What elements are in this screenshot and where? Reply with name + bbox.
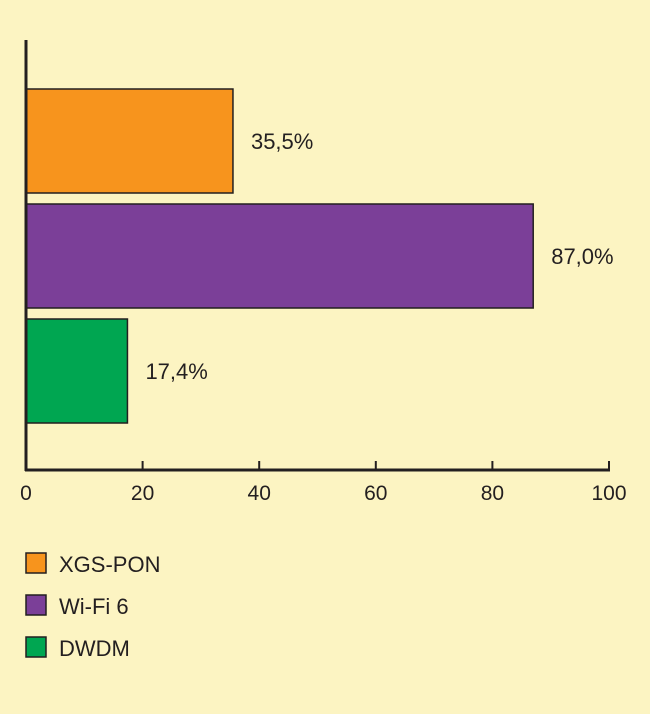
x-tick-label: 100 xyxy=(591,482,626,505)
legend-label: XGS-PON xyxy=(59,552,160,577)
legend-swatch xyxy=(25,594,47,616)
x-tick-label: 0 xyxy=(20,482,32,505)
bar-xgs-pon xyxy=(25,88,234,194)
x-tick-label: 20 xyxy=(131,482,154,505)
legend-label: DWDM xyxy=(59,636,130,661)
data-label: 87,0% xyxy=(551,244,613,269)
x-tick-label: 80 xyxy=(481,482,504,505)
bar-dwdm xyxy=(25,318,129,424)
bar-wi-fi-6 xyxy=(25,203,534,309)
legend-label: Wi-Fi 6 xyxy=(59,594,129,619)
data-label: 35,5% xyxy=(251,129,313,154)
legend-swatch xyxy=(25,636,47,658)
x-tick-label: 60 xyxy=(364,482,387,505)
data-label: 17,4% xyxy=(145,359,207,384)
legend-swatch xyxy=(25,552,47,574)
x-tick-label: 40 xyxy=(248,482,271,505)
